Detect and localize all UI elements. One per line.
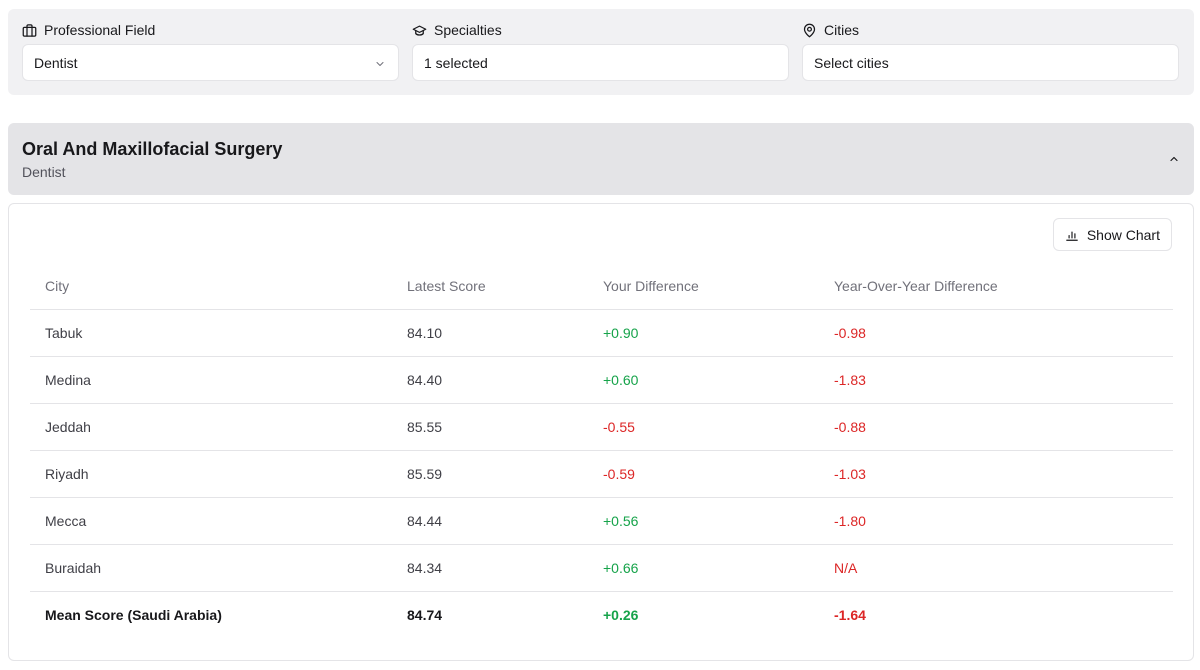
column-header-your-difference[interactable]: Your Difference xyxy=(588,263,819,310)
column-header-city[interactable]: City xyxy=(30,263,392,310)
show-chart-button[interactable]: Show Chart xyxy=(1052,218,1172,251)
professional-field-select[interactable]: Dentist xyxy=(22,44,399,81)
specialties-label: Specialties xyxy=(412,21,789,39)
mean-label-cell: Mean Score (Saudi Arabia) xyxy=(45,606,222,623)
city-cell: Buraidah xyxy=(30,544,392,592)
score-cell: 85.55 xyxy=(392,403,588,451)
table-row: Riyadh 85.59 -0.59 -1.03 xyxy=(30,450,1173,498)
map-pin-icon xyxy=(803,23,816,37)
difference-cell: +0.60 xyxy=(588,356,819,404)
professional-field-label-text: Professional Field xyxy=(44,22,156,38)
score-cell: 84.44 xyxy=(392,497,588,545)
yoy-cell: N/A xyxy=(819,544,1173,592)
score-cell: 84.10 xyxy=(392,309,588,357)
graduation-cap-icon xyxy=(412,25,427,36)
mean-score-row: Mean Score (Saudi Arabia) 84.74 +0.26 -1… xyxy=(30,591,1173,638)
cities-label-text: Cities xyxy=(824,22,860,38)
city-cell: Tabuk xyxy=(30,309,392,357)
show-chart-label: Show Chart xyxy=(1086,226,1160,243)
table-header-row: City Latest Score Your Difference Year-O… xyxy=(30,263,1173,310)
specialties-label-text: Specialties xyxy=(434,22,502,38)
chevron-up-icon[interactable] xyxy=(1168,153,1180,165)
cities-filter: Cities Select cities xyxy=(802,21,1179,81)
chevron-down-icon xyxy=(376,62,384,66)
professional-field-value: Dentist xyxy=(34,54,78,71)
table-row: Buraidah 84.34 +0.66 N/A xyxy=(30,544,1173,592)
specialties-value: 1 selected xyxy=(424,54,488,71)
professional-field-label: Professional Field xyxy=(22,21,399,39)
results-table: City Latest Score Your Difference Year-O… xyxy=(30,263,1173,638)
cities-placeholder: Select cities xyxy=(814,54,889,71)
cities-label: Cities xyxy=(802,21,1179,39)
mean-difference-cell: +0.26 xyxy=(603,606,639,623)
table-row: Jeddah 85.55 -0.55 -0.88 xyxy=(30,403,1173,451)
table-row: Tabuk 84.10 +0.90 -0.98 xyxy=(30,309,1173,357)
mean-yoy-cell: -1.64 xyxy=(834,606,866,623)
difference-cell: -0.55 xyxy=(588,403,819,451)
city-cell: Medina xyxy=(30,356,392,404)
difference-cell: +0.66 xyxy=(588,544,819,592)
yoy-cell: -0.88 xyxy=(819,403,1173,451)
column-header-latest-score[interactable]: Latest Score xyxy=(392,263,588,310)
city-cell: Riyadh xyxy=(30,450,392,498)
bar-chart-icon xyxy=(1066,231,1078,241)
score-cell: 85.59 xyxy=(392,450,588,498)
table-row: Medina 84.40 +0.60 -1.83 xyxy=(30,356,1173,404)
specialties-filter: Specialties 1 selected xyxy=(412,21,789,81)
section-title: Oral And Maxillofacial Surgery xyxy=(22,139,283,159)
yoy-cell: -0.98 xyxy=(819,309,1173,357)
yoy-cell: -1.80 xyxy=(819,497,1173,545)
briefcase-icon xyxy=(22,23,37,37)
difference-cell: +0.56 xyxy=(588,497,819,545)
difference-cell: -0.59 xyxy=(588,450,819,498)
column-header-yoy-difference[interactable]: Year-Over-Year Difference xyxy=(819,263,1173,310)
yoy-cell: -1.03 xyxy=(819,450,1173,498)
yoy-cell: -1.83 xyxy=(819,356,1173,404)
results-card: Show Chart City Latest Score Your Differ… xyxy=(8,203,1194,661)
filter-panel: Professional Field Dentist Specialties 1… xyxy=(8,9,1194,95)
section-subtitle: Dentist xyxy=(22,164,66,180)
specialty-section-header[interactable]: Oral And Maxillofacial Surgery Dentist xyxy=(8,123,1194,195)
city-cell: Mecca xyxy=(30,497,392,545)
difference-cell: +0.90 xyxy=(588,309,819,357)
specialties-multiselect[interactable]: 1 selected xyxy=(412,44,789,81)
city-cell: Jeddah xyxy=(30,403,392,451)
professional-field-filter: Professional Field Dentist xyxy=(22,21,399,81)
cities-multiselect[interactable]: Select cities xyxy=(802,44,1179,81)
table-row: Mecca 84.44 +0.56 -1.80 xyxy=(30,497,1173,545)
mean-score-cell: 84.74 xyxy=(407,606,443,623)
score-cell: 84.40 xyxy=(392,356,588,404)
score-cell: 84.34 xyxy=(392,544,588,592)
